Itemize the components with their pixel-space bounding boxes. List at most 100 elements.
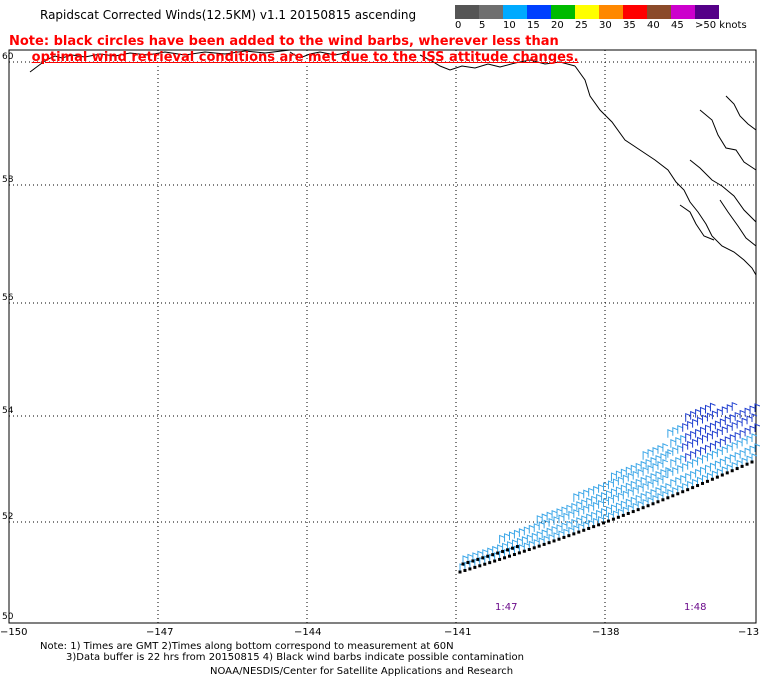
wind-barb [716, 468, 723, 478]
contamination-marker [463, 568, 467, 572]
wind-barb [645, 474, 652, 484]
wind-barb [637, 484, 644, 494]
contamination-marker [522, 549, 526, 553]
wind-barb [680, 455, 686, 464]
wind-barb [650, 472, 657, 482]
wind-barb [541, 513, 548, 523]
wind-barb [650, 488, 657, 498]
wind-barb [729, 414, 736, 423]
wind-barb [662, 459, 669, 468]
coastline-south-alaska [29, 49, 291, 73]
footnote-line1: Note: 1) Times are GMT 2)Times along bot… [40, 641, 454, 652]
legend-label: 15 [527, 20, 540, 31]
wind-barb [581, 499, 587, 509]
wind-barb [670, 479, 677, 488]
wind-barb [741, 457, 748, 467]
lon-label-138: −138 [592, 627, 620, 638]
wind-barb [627, 472, 634, 482]
coastline-segment [289, 51, 351, 59]
wind-barb [751, 413, 758, 422]
wind-barb [657, 477, 664, 486]
wind-barb [617, 492, 624, 502]
wind-barb [596, 493, 602, 503]
wind-barb [612, 494, 619, 504]
wind-barb [598, 500, 604, 509]
wind-barb [697, 436, 703, 446]
contamination-marker [466, 560, 470, 564]
wind-barb [724, 456, 731, 466]
wind-barb [751, 433, 758, 442]
wind-barb [625, 498, 632, 508]
wind-barb [667, 449, 674, 458]
wind-barb [462, 555, 469, 564]
wind-barb [702, 414, 708, 424]
wind-barb [518, 544, 525, 553]
contamination-marker [720, 473, 724, 477]
wind-barb [711, 410, 718, 420]
contamination-marker [498, 557, 502, 561]
legend-swatch [623, 5, 647, 19]
contamination-marker [676, 492, 680, 496]
wind-barb [610, 504, 617, 514]
wind-barb [617, 508, 624, 518]
wind-barb [754, 443, 760, 452]
attitude-note: Note: black circles have been added to t… [9, 34, 579, 66]
wind-barb [716, 408, 723, 418]
wind-barb [711, 430, 718, 440]
wind-barb [711, 450, 718, 460]
wind-barb [518, 528, 525, 537]
wind-barb [754, 423, 760, 432]
contamination-marker [671, 494, 675, 498]
wind-barb [662, 491, 669, 500]
wind-barb [482, 549, 488, 558]
wind-barb [751, 453, 758, 462]
legend-swatch [479, 5, 503, 19]
contamination-marker [478, 564, 482, 568]
wind-barb [749, 445, 756, 455]
wind-barb [640, 476, 647, 486]
wind-barb [736, 419, 743, 429]
wind-barb [647, 480, 654, 490]
wind-barb [736, 439, 743, 449]
wind-barb [528, 540, 535, 550]
contamination-marker [515, 545, 519, 549]
wind-barb [588, 503, 594, 513]
contamination-marker [507, 554, 511, 558]
lat-label-56: 56 [2, 293, 14, 303]
wind-barb [546, 527, 553, 537]
wind-barb [586, 513, 592, 523]
wind-barb [667, 469, 674, 478]
wind-barb [685, 432, 691, 442]
contamination-marker [458, 570, 462, 574]
coastline-island [689, 159, 757, 223]
wind-barb [625, 466, 632, 476]
coastline-gulf [419, 54, 576, 71]
wind-barb [731, 421, 738, 431]
wind-barb [556, 508, 563, 517]
contamination-marker [547, 541, 551, 545]
wind-barb [583, 489, 589, 499]
contamination-marker [552, 539, 556, 543]
wind-barb [670, 439, 677, 448]
wind-barb [700, 466, 706, 476]
wind-barb [467, 553, 474, 563]
wind-barb [706, 472, 713, 482]
contamination-marker [493, 559, 497, 563]
legend-swatch [695, 5, 719, 19]
legend-label: 35 [623, 20, 636, 31]
wind-barb [588, 519, 594, 529]
wind-barb [682, 462, 688, 472]
contamination-marker [562, 535, 566, 539]
wind-barb [652, 463, 659, 472]
wind-barb [746, 415, 753, 425]
contamination-marker [715, 475, 719, 479]
wind-barb [675, 477, 681, 486]
wind-barb [507, 541, 513, 550]
wind-barb [665, 451, 672, 460]
coastline [29, 49, 757, 276]
footnote-line2: 3)Data buffer is 22 hrs from 20150815 4)… [66, 652, 524, 663]
time-label-147: 1:47 [495, 602, 518, 613]
contamination-marker [616, 515, 620, 519]
wind-barb [578, 491, 584, 501]
wind-barb [617, 476, 624, 486]
